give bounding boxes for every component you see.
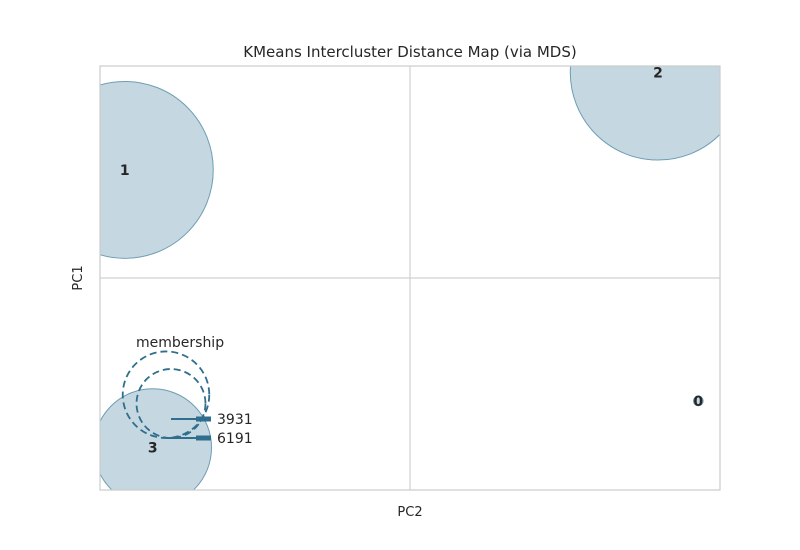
plot-frame (99, 65, 721, 491)
legend-label-6191: 6191 (217, 431, 253, 447)
cluster-label-2: 2 (653, 65, 663, 81)
cluster-bubble-1 (100, 80, 214, 259)
cluster-bubble-0 (692, 395, 704, 407)
cluster-bubble-2 (569, 66, 720, 161)
cluster-label-0: 0 (693, 394, 703, 410)
legend-label-3931: 3931 (217, 412, 253, 428)
cluster-label-1: 1 (120, 163, 130, 179)
chart-title: KMeans Intercluster Distance Map (via MD… (243, 43, 576, 61)
x-axis-label: PC2 (397, 505, 422, 520)
grid (100, 66, 720, 490)
legend-title: membership (136, 335, 224, 351)
y-axis-label: PC1 (71, 265, 86, 290)
legend-circle-3931 (135, 368, 207, 439)
cluster-label-3: 3 (148, 441, 158, 457)
membership-legend: membership 3931 6191 (121, 335, 253, 447)
cluster-bubbles: 0 1 2 3 (100, 65, 720, 490)
legend-marker-3931 (196, 416, 211, 422)
legend-marker-6191 (196, 435, 211, 441)
